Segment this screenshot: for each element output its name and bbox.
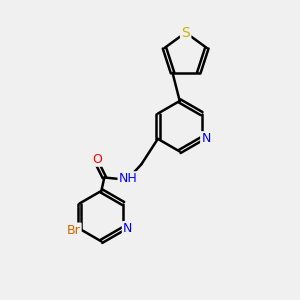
Text: S: S [181, 26, 190, 40]
Text: N: N [201, 132, 211, 146]
Text: NH: NH [119, 172, 137, 185]
Text: O: O [92, 153, 102, 166]
Text: N: N [123, 222, 132, 235]
Text: Br: Br [67, 224, 80, 237]
